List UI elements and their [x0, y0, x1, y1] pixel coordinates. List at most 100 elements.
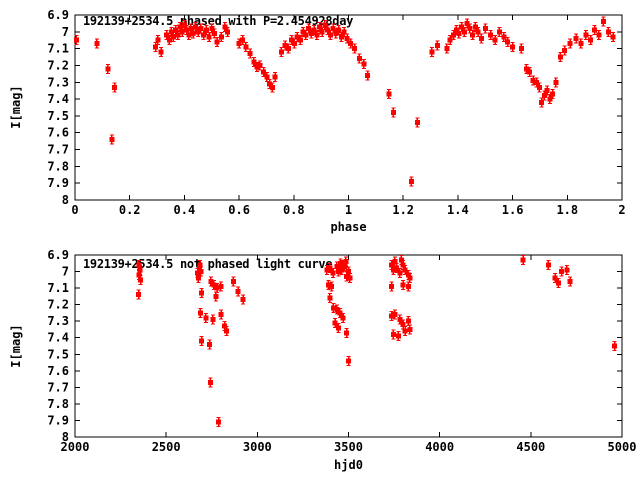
data-point-marker — [407, 326, 413, 332]
data-point-marker — [267, 81, 273, 87]
data-point-marker — [557, 54, 563, 60]
data-point-marker — [319, 29, 325, 35]
data-point-marker — [392, 312, 398, 318]
y-tick-label: 7.9 — [47, 176, 69, 190]
data-point-marker — [472, 24, 478, 30]
data-points — [73, 16, 616, 187]
data-point-marker — [138, 277, 144, 283]
y-tick-label: 7.7 — [47, 143, 69, 157]
data-point-marker — [482, 25, 488, 31]
data-point-marker — [547, 96, 553, 102]
data-point-marker — [527, 69, 533, 75]
x-tick-label: 2 — [618, 203, 625, 217]
x-tick-label: 1.6 — [502, 203, 524, 217]
data-point-marker — [235, 288, 241, 294]
data-point-marker — [325, 282, 331, 288]
data-point-marker — [330, 305, 336, 311]
data-point-marker — [201, 32, 207, 38]
data-point-marker — [333, 31, 339, 36]
data-point-marker — [390, 267, 396, 273]
data-point-marker — [578, 41, 584, 47]
data-point-marker — [155, 37, 161, 43]
data-point-marker — [562, 47, 568, 53]
data-point-marker — [395, 333, 401, 339]
data-point-marker — [214, 39, 220, 45]
data-point-marker — [397, 317, 403, 323]
data-point-marker — [289, 37, 295, 43]
data-point-marker — [343, 259, 349, 265]
data-point-marker — [327, 265, 333, 271]
data-point-marker — [361, 61, 367, 67]
data-point-marker — [272, 74, 278, 80]
y-tick-label: 7.5 — [47, 347, 69, 361]
data-point-marker — [386, 91, 392, 97]
data-point-marker — [314, 32, 320, 38]
data-point-marker — [545, 262, 551, 268]
data-point-marker — [605, 29, 611, 35]
data-point-marker — [464, 20, 470, 26]
data-point-marker — [337, 260, 343, 266]
y-tick-label: 7.4 — [47, 331, 69, 345]
data-point-marker — [588, 37, 594, 43]
data-point-marker — [456, 31, 462, 36]
data-point-marker — [348, 41, 354, 47]
x-tick-label: 3000 — [243, 440, 272, 454]
data-point-marker — [209, 25, 215, 31]
data-point-marker — [73, 37, 79, 43]
x-tick-label: 1.4 — [447, 203, 469, 217]
bottom-chart-xlabel: hjd0 — [334, 458, 363, 472]
y-tick-label: 7.2 — [47, 58, 69, 72]
y-tick-label: 7.5 — [47, 109, 69, 123]
data-point-marker — [496, 29, 502, 35]
y-tick-label: 7.6 — [47, 364, 69, 378]
data-point-marker — [158, 49, 164, 55]
data-point-marker — [210, 317, 216, 323]
y-tick-label: 7 — [62, 265, 69, 279]
data-point-marker — [222, 24, 228, 30]
data-point-marker — [407, 275, 413, 281]
x-tick-label: 1 — [345, 203, 352, 217]
data-point-marker — [240, 297, 246, 303]
data-point-marker — [324, 267, 330, 273]
data-point-marker — [596, 32, 602, 38]
data-point-marker — [340, 315, 346, 321]
data-point-marker — [405, 283, 411, 289]
data-point-marker — [278, 49, 284, 55]
y-tick-label: 7.9 — [47, 413, 69, 427]
x-tick-label: 1.2 — [392, 203, 414, 217]
data-point-marker — [136, 292, 142, 298]
y-tick-label: 7.8 — [47, 397, 69, 411]
data-point-marker — [453, 27, 459, 33]
data-point-marker — [179, 29, 185, 35]
data-point-marker — [501, 34, 507, 40]
data-point-marker — [459, 24, 465, 30]
data-point-marker — [341, 29, 347, 35]
data-point-marker — [317, 24, 323, 30]
data-point-marker — [612, 343, 618, 349]
data-point-marker — [530, 78, 536, 84]
data-point-marker — [394, 265, 400, 271]
data-point-marker — [555, 280, 561, 286]
data-point-marker — [392, 259, 398, 265]
x-tick-label: 0.6 — [228, 203, 250, 217]
data-point-marker — [344, 36, 350, 42]
y-tick-label: 7.2 — [47, 298, 69, 312]
data-point-marker — [352, 46, 358, 52]
data-point-marker — [168, 29, 174, 35]
data-point-marker — [344, 330, 350, 336]
bottom-chart: 2000 2500 3000 3500 4000 4500 5000 6.9 7 7.1 7.2 7.… — [47, 248, 636, 454]
data-point-marker — [408, 179, 414, 184]
data-point-marker — [211, 282, 217, 288]
data-point-marker — [311, 27, 317, 33]
top-chart-title: 192139+2534.5 phased with P=2.454928day — [83, 14, 354, 28]
data-point-marker — [199, 290, 205, 296]
data-point-marker — [173, 27, 179, 33]
data-point-marker — [552, 275, 558, 281]
data-point-marker — [389, 313, 395, 319]
y-tick-label: 7.6 — [47, 126, 69, 140]
data-point-marker — [541, 93, 547, 99]
data-point-marker — [600, 19, 606, 25]
data-point-marker — [559, 269, 565, 275]
data-point-marker — [330, 270, 336, 276]
